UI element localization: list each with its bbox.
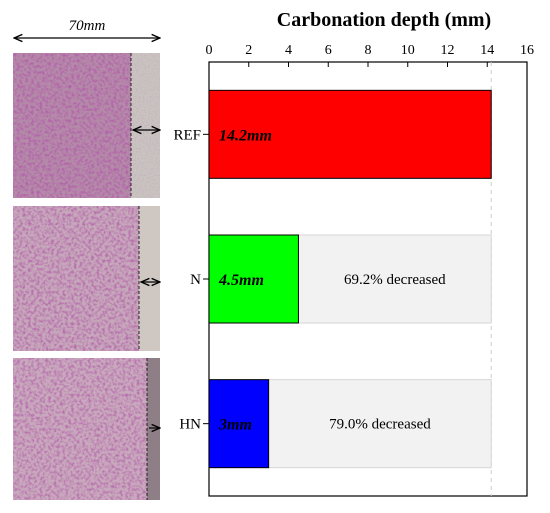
specimen-photo-hn — [13, 358, 160, 500]
specimen-photo-ref — [13, 53, 160, 198]
category-label: REF — [173, 127, 201, 143]
bar-hn — [208, 379, 270, 469]
x-axis-ticks: 0 2 4 6 8 10 12 14 16 — [206, 43, 534, 67]
x-tick-label: 12 — [441, 43, 455, 58]
x-tick-label: 6 — [325, 43, 332, 58]
bars — [208, 89, 492, 469]
data-labels: 14.2mm 4.5mm 69.2% decreased 3mm 79.0% decre… — [218, 127, 446, 433]
bar-n — [208, 234, 299, 324]
value-label: 4.5mm — [218, 272, 264, 289]
decrease-annotation: 69.2% decreased — [344, 272, 446, 288]
decrease-annotation: 79.0% decreased — [329, 417, 431, 433]
value-label: 3mm — [218, 417, 252, 434]
x-tick-label: 2 — [245, 43, 252, 58]
chart-title: Carbonation depth (mm) — [277, 9, 491, 31]
x-tick-label: 4 — [285, 43, 292, 58]
scale-bar: 70mm — [14, 18, 160, 38]
scale-label: 70mm — [69, 18, 106, 34]
category-label: N — [190, 272, 201, 288]
category-label: HN — [179, 417, 201, 433]
specimen-photo-n — [13, 206, 160, 351]
x-tick-label: 16 — [520, 43, 534, 58]
x-tick-label: 8 — [365, 43, 372, 58]
y-axis-categories: REF N HN — [173, 127, 209, 433]
x-tick-label: 14 — [480, 43, 494, 58]
x-tick-label: 10 — [401, 43, 415, 58]
bar-chart: Carbonation depth (mm) 0 2 4 6 8 10 12 14 16 REF… — [173, 9, 534, 497]
x-tick-label: 0 — [206, 43, 213, 58]
value-label: 14.2mm — [219, 127, 272, 144]
